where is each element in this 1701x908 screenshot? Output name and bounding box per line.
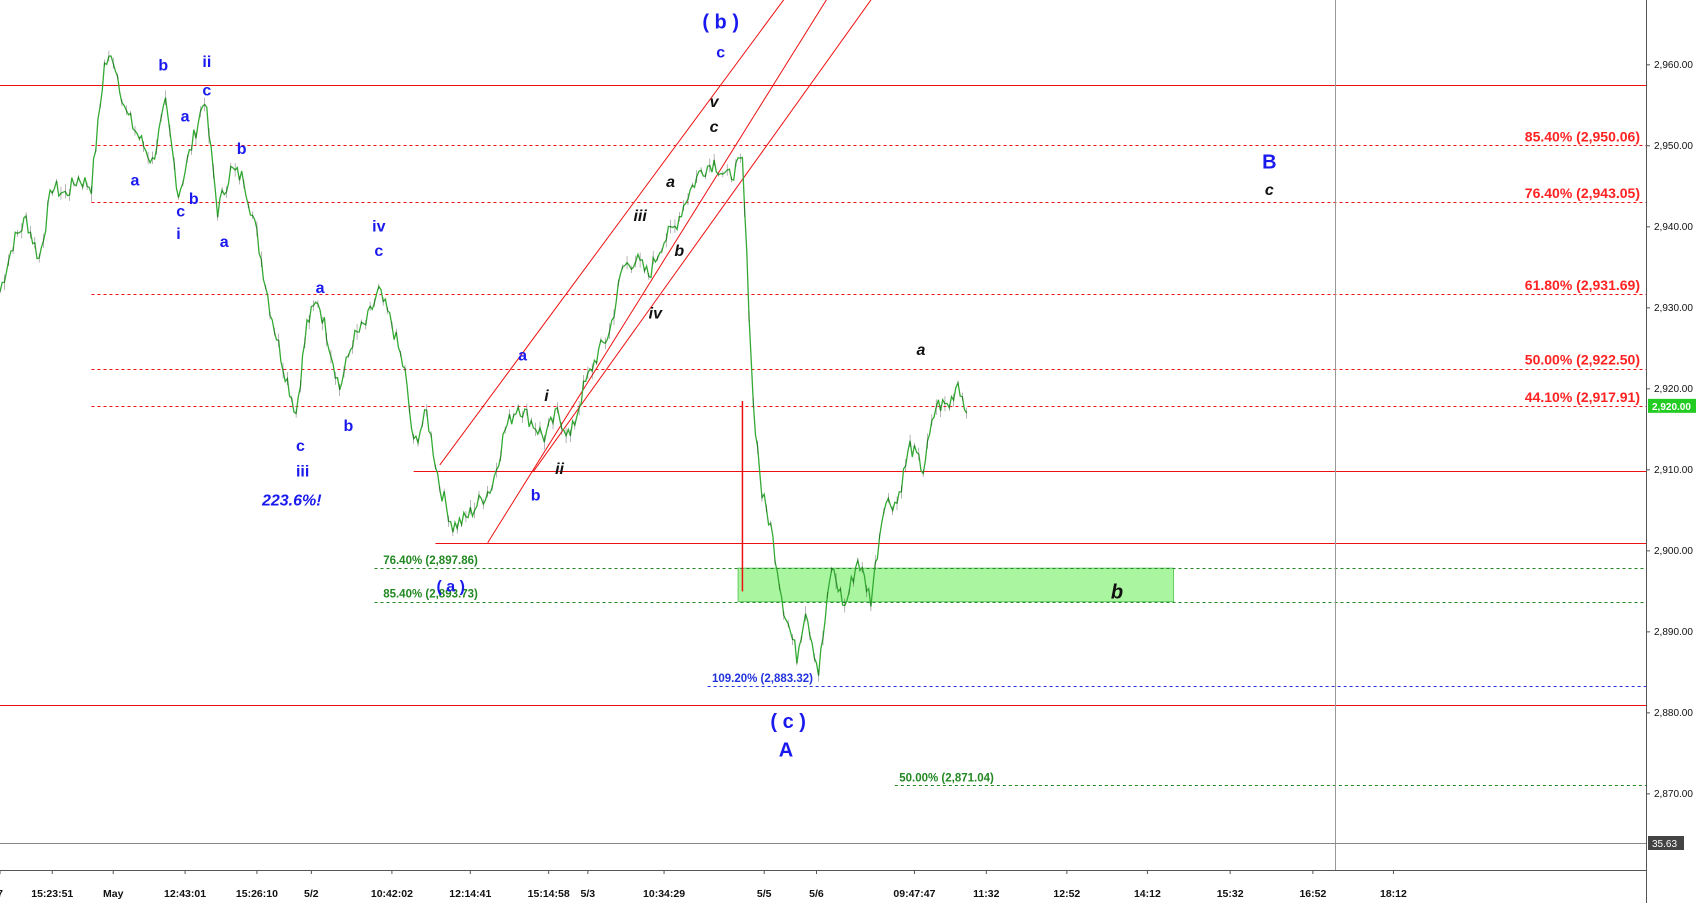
wave-label: i [544, 388, 549, 405]
x-tick-label: 16:52 [1299, 888, 1326, 900]
x-tick-label: 5/5 [757, 888, 772, 900]
wave-label: c [716, 45, 725, 62]
wave-label: c [1265, 182, 1274, 199]
wave-label: c [176, 203, 185, 220]
wave-label: iv [372, 219, 385, 236]
wave-label: ii [555, 461, 564, 478]
wave-label: b [674, 243, 684, 260]
fib-label: 76.40% (2,943.05) [1525, 185, 1640, 201]
y-tick-label: 2,920.00 [1654, 384, 1693, 395]
wave-label: a [666, 174, 675, 191]
x-tick-label: 7 [0, 888, 3, 900]
support-zone [737, 567, 1175, 603]
last-price-tag [1648, 398, 1696, 413]
channel-line [487, 0, 827, 544]
y-tick-label: 2,880.00 [1654, 708, 1693, 719]
fib-label: 109.20% (2,883.32) [712, 673, 813, 685]
wave-label: b [237, 141, 247, 158]
x-tick-label: 5/6 [809, 888, 824, 900]
wave-label: A [779, 740, 793, 762]
fib-label: 85.40% (2,893.73) [383, 589, 478, 601]
x-tick-label: 15:32 [1217, 888, 1244, 900]
fib-label: 85.40% (2,950.06) [1525, 128, 1640, 144]
x-tick-label: 15:14:58 [528, 888, 570, 900]
x-tick-label: 5/3 [581, 888, 596, 900]
fib-label: 61.80% (2,931.69) [1525, 277, 1640, 293]
x-tick-label: May [103, 888, 124, 900]
wave-label: a [220, 234, 229, 251]
channel-line [439, 0, 785, 466]
x-tick-label: 10:34:29 [643, 888, 685, 900]
wave-label: iii [296, 463, 309, 480]
wave-label: a [316, 280, 325, 297]
wave-label: i [176, 226, 180, 243]
indicator-label: 35.63 [1652, 839, 1677, 850]
wave-label: a [131, 173, 140, 190]
x-tick-label: 5/2 [304, 888, 319, 900]
wave-label: a [917, 342, 926, 359]
wave-label: v [710, 94, 720, 111]
y-tick-label: 2,870.00 [1654, 789, 1693, 800]
y-tick-label: 2,900.00 [1654, 546, 1693, 557]
wave-label: iii [633, 208, 647, 225]
x-tick-label: 15:26:10 [236, 888, 278, 900]
wave-label: 223.6%! [261, 492, 322, 509]
fib-label: 50.00% (2,922.50) [1525, 352, 1640, 368]
x-tick-label: 14:12 [1134, 888, 1161, 900]
fib-label: 76.40% (2,897.86) [383, 555, 478, 567]
channel-line [533, 0, 872, 472]
y-tick-label: 2,950.00 [1654, 141, 1693, 152]
wave-label: c [710, 119, 719, 136]
wave-label: B [1262, 151, 1276, 173]
wave-label: ( a ) [436, 578, 464, 595]
wave-label: iv [649, 305, 663, 322]
last-price-label: 2,920.00 [1652, 402, 1691, 413]
x-tick-label: 10:42:02 [371, 888, 413, 900]
y-tick-label: 2,940.00 [1654, 222, 1693, 233]
x-tick-label: 15:23:51 [31, 888, 73, 900]
wave-label: b [189, 191, 199, 208]
wave-label: a [181, 109, 190, 126]
indicator-tag [1648, 836, 1684, 850]
fib-label: 50.00% (2,871.04) [899, 772, 994, 784]
wave-label: b [343, 418, 353, 435]
x-tick-label: 12:14:41 [449, 888, 491, 900]
y-tick-label: 2,890.00 [1654, 627, 1693, 638]
y-tick-label: 2,930.00 [1654, 303, 1693, 314]
wave-label: c [374, 243, 383, 260]
y-tick-label: 2,910.00 [1654, 465, 1693, 476]
wave-label: b [1111, 582, 1123, 604]
wave-label: b [158, 57, 168, 74]
wave-label: c [296, 438, 305, 455]
y-tick-label: 2,960.00 [1654, 60, 1693, 71]
x-tick-label: 12:43:01 [164, 888, 206, 900]
wave-label: b [531, 488, 541, 505]
wave-label: ( b ) [702, 11, 739, 33]
wave-label: ii [202, 54, 211, 71]
x-tick-label: 18:12 [1380, 888, 1407, 900]
wave-label: c [202, 83, 211, 100]
x-tick-label: 09:47:47 [893, 888, 935, 900]
x-tick-label: 12:52 [1053, 888, 1080, 900]
fib-label: 44.10% (2,917.91) [1525, 389, 1640, 405]
wave-label: a [518, 347, 527, 364]
wave-label: ( c ) [770, 711, 806, 733]
x-tick-label: 11:32 [973, 888, 999, 900]
